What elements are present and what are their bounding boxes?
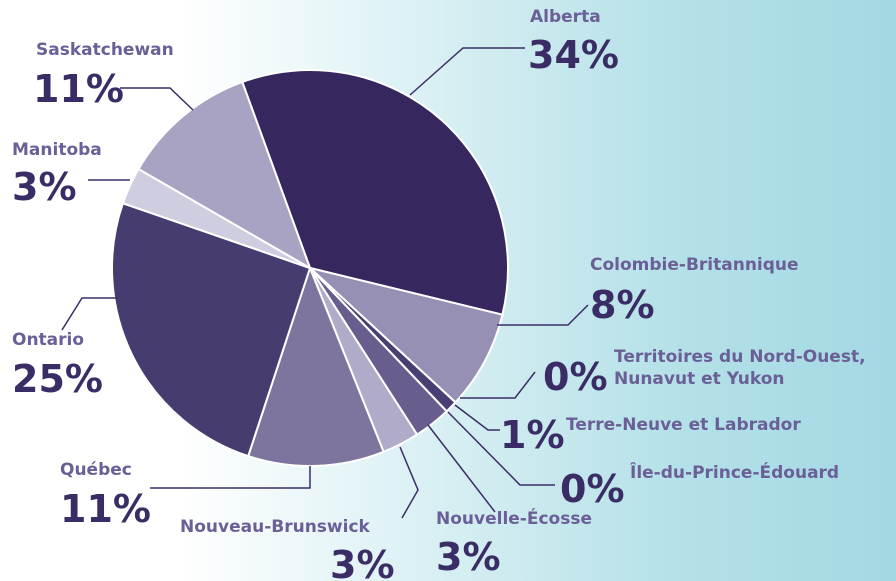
leader-line — [61, 297, 118, 331]
leader-line — [427, 424, 496, 513]
slice-label: Terre-Neuve et Labrador — [566, 415, 801, 435]
slice-value-label: 3% — [436, 535, 501, 579]
leader-line — [460, 371, 536, 399]
leader-line — [399, 446, 419, 519]
leader-line — [120, 87, 194, 111]
leader-line — [454, 404, 500, 431]
slice-value-label: 11% — [33, 67, 124, 111]
slice-label: Île-du-Prince-Édouard — [630, 461, 839, 483]
slice-label: Québec — [60, 460, 132, 480]
pie-slice — [246, 265, 385, 467]
slice-value-label: 8% — [590, 283, 655, 327]
slice-label: Nouveau-Brunswick — [180, 517, 371, 537]
slice-label: Colombie-Britannique — [590, 255, 799, 275]
slice-label: Nouvelle-Écosse — [436, 507, 592, 529]
slice-value-label: 0% — [560, 467, 625, 511]
slice-value-label: 1% — [500, 413, 565, 457]
slice-value-label: 25% — [12, 357, 103, 401]
slice-label: Saskatchewan — [36, 40, 174, 60]
leader-line — [497, 304, 589, 326]
slice-label: Ontario — [12, 330, 84, 350]
slice-value-label: 3% — [12, 165, 77, 209]
leader-line — [150, 466, 311, 489]
leader-line — [409, 47, 525, 96]
slice-value-label: 11% — [60, 487, 151, 531]
slice-value-label: 34% — [528, 33, 619, 77]
pie-slice — [111, 201, 312, 458]
leader-line — [447, 411, 555, 486]
pie-slice — [306, 266, 504, 404]
slice-label: Territoires du Nord-Ouest, Nunavut et Yuk… — [614, 347, 866, 389]
slice-label: Alberta — [530, 7, 601, 27]
pie-slice — [137, 80, 312, 271]
pie-slice — [240, 69, 509, 316]
slice-value-label: 0% — [543, 355, 608, 399]
slice-value-label: 3% — [330, 543, 395, 581]
slice-label: Manitoba — [12, 140, 102, 160]
